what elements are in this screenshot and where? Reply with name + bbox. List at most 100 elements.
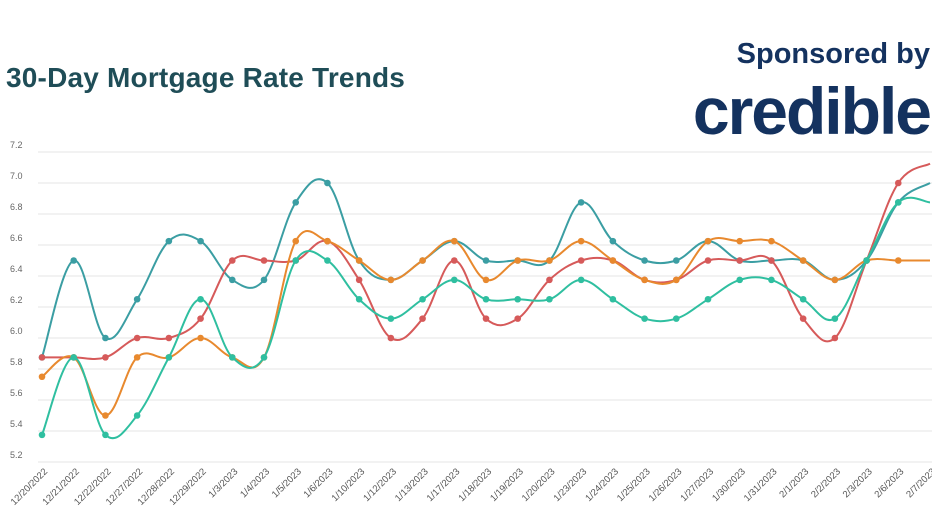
data-point bbox=[133, 334, 141, 342]
data-point bbox=[577, 199, 585, 206]
y-axis: 5.2 5.4 5.6 5.8 6.0 6.2 6.4 6.6 6.8 7.0 7.2 bbox=[10, 140, 23, 460]
x-tick-label: 1/20/2023 bbox=[520, 466, 558, 504]
y-tick-label: 5.4 bbox=[10, 419, 23, 429]
data-point bbox=[324, 179, 331, 187]
data-point bbox=[260, 276, 268, 284]
data-point bbox=[197, 315, 204, 322]
data-point bbox=[450, 257, 458, 264]
data-point bbox=[102, 431, 109, 439]
data-point bbox=[387, 276, 395, 284]
y-tick-label: 5.2 bbox=[10, 450, 23, 460]
data-point bbox=[894, 179, 902, 187]
data-point bbox=[419, 257, 426, 264]
y-tick-label: 6.8 bbox=[10, 202, 23, 212]
x-tick-label: 1/25/2023 bbox=[615, 466, 653, 504]
data-point bbox=[419, 295, 426, 303]
data-point bbox=[482, 276, 490, 284]
data-point bbox=[546, 257, 553, 264]
x-tick-label: 2/7/2023 bbox=[904, 466, 932, 500]
data-point bbox=[165, 354, 173, 361]
series-line bbox=[41, 196, 931, 440]
data-point bbox=[355, 295, 363, 303]
data-point bbox=[419, 315, 426, 322]
data-point bbox=[894, 257, 902, 264]
data-point bbox=[70, 257, 78, 264]
series-1 bbox=[38, 178, 931, 361]
x-tick-label: 1/12/2023 bbox=[361, 466, 399, 504]
x-tick-label: 1/18/2023 bbox=[456, 466, 494, 504]
y-tick-label: 6.0 bbox=[10, 326, 23, 336]
y-tick-label: 6.2 bbox=[10, 295, 23, 305]
data-point bbox=[482, 257, 490, 264]
data-point bbox=[768, 276, 775, 284]
data-point bbox=[450, 237, 458, 245]
series-group bbox=[38, 162, 931, 440]
data-point bbox=[260, 354, 268, 361]
data-point bbox=[546, 276, 553, 284]
data-point bbox=[894, 199, 902, 206]
data-point bbox=[514, 257, 522, 264]
data-point bbox=[38, 431, 46, 439]
data-point bbox=[546, 295, 553, 303]
x-tick-label: 1/26/2023 bbox=[647, 466, 685, 504]
data-point bbox=[133, 295, 141, 303]
data-point bbox=[355, 276, 363, 284]
data-point bbox=[324, 237, 331, 245]
x-tick-label: 1/30/2023 bbox=[710, 466, 748, 504]
data-point bbox=[482, 295, 490, 303]
data-point bbox=[38, 373, 46, 381]
data-point bbox=[863, 257, 870, 264]
data-point bbox=[736, 237, 744, 245]
data-point bbox=[641, 315, 648, 322]
x-tick-label: 1/31/2023 bbox=[742, 466, 780, 504]
data-point bbox=[704, 237, 712, 245]
data-point bbox=[672, 257, 680, 264]
x-tick-label: 1/10/2023 bbox=[330, 466, 368, 504]
data-point bbox=[133, 412, 141, 419]
data-point bbox=[609, 257, 617, 264]
data-point bbox=[102, 334, 109, 342]
data-point bbox=[482, 315, 490, 322]
data-point bbox=[355, 257, 363, 264]
y-tick-label: 5.8 bbox=[10, 357, 23, 367]
y-tick-label: 6.6 bbox=[10, 233, 23, 243]
data-point bbox=[38, 354, 46, 361]
data-point bbox=[704, 295, 712, 303]
data-point bbox=[133, 354, 141, 361]
x-tick-label: 1/13/2023 bbox=[393, 466, 431, 504]
x-tick-label: 1/17/2023 bbox=[425, 466, 463, 504]
x-tick-label: 1/27/2023 bbox=[678, 466, 716, 504]
x-tick-label: 1/3/2023 bbox=[206, 466, 240, 500]
data-point bbox=[260, 257, 268, 264]
data-point bbox=[609, 237, 617, 245]
data-point bbox=[704, 257, 712, 264]
data-point bbox=[514, 295, 522, 303]
x-tick-label: 2/3/2023 bbox=[841, 466, 875, 500]
data-point bbox=[197, 295, 204, 303]
data-point bbox=[577, 276, 585, 284]
chart-title: 30-Day Mortgage Rate Trends bbox=[6, 62, 406, 93]
data-point bbox=[831, 276, 839, 284]
data-point bbox=[768, 237, 775, 245]
x-tick-label: 2/1/2023 bbox=[777, 466, 811, 500]
data-point bbox=[736, 276, 744, 284]
data-point bbox=[102, 354, 109, 361]
data-point bbox=[672, 315, 680, 322]
grid bbox=[38, 151, 932, 463]
data-point bbox=[197, 334, 204, 342]
data-point bbox=[831, 315, 839, 322]
data-point bbox=[577, 257, 585, 264]
data-point bbox=[799, 315, 807, 322]
data-point bbox=[672, 276, 680, 284]
sponsor-text: Sponsored by bbox=[736, 38, 930, 70]
data-point bbox=[292, 237, 300, 245]
data-point bbox=[228, 354, 236, 361]
y-tick-label: 7.0 bbox=[10, 171, 23, 181]
data-point bbox=[292, 199, 300, 206]
data-point bbox=[514, 315, 522, 322]
data-point bbox=[768, 257, 775, 264]
data-point bbox=[577, 237, 585, 245]
series-line bbox=[41, 178, 931, 358]
data-point bbox=[228, 257, 236, 264]
